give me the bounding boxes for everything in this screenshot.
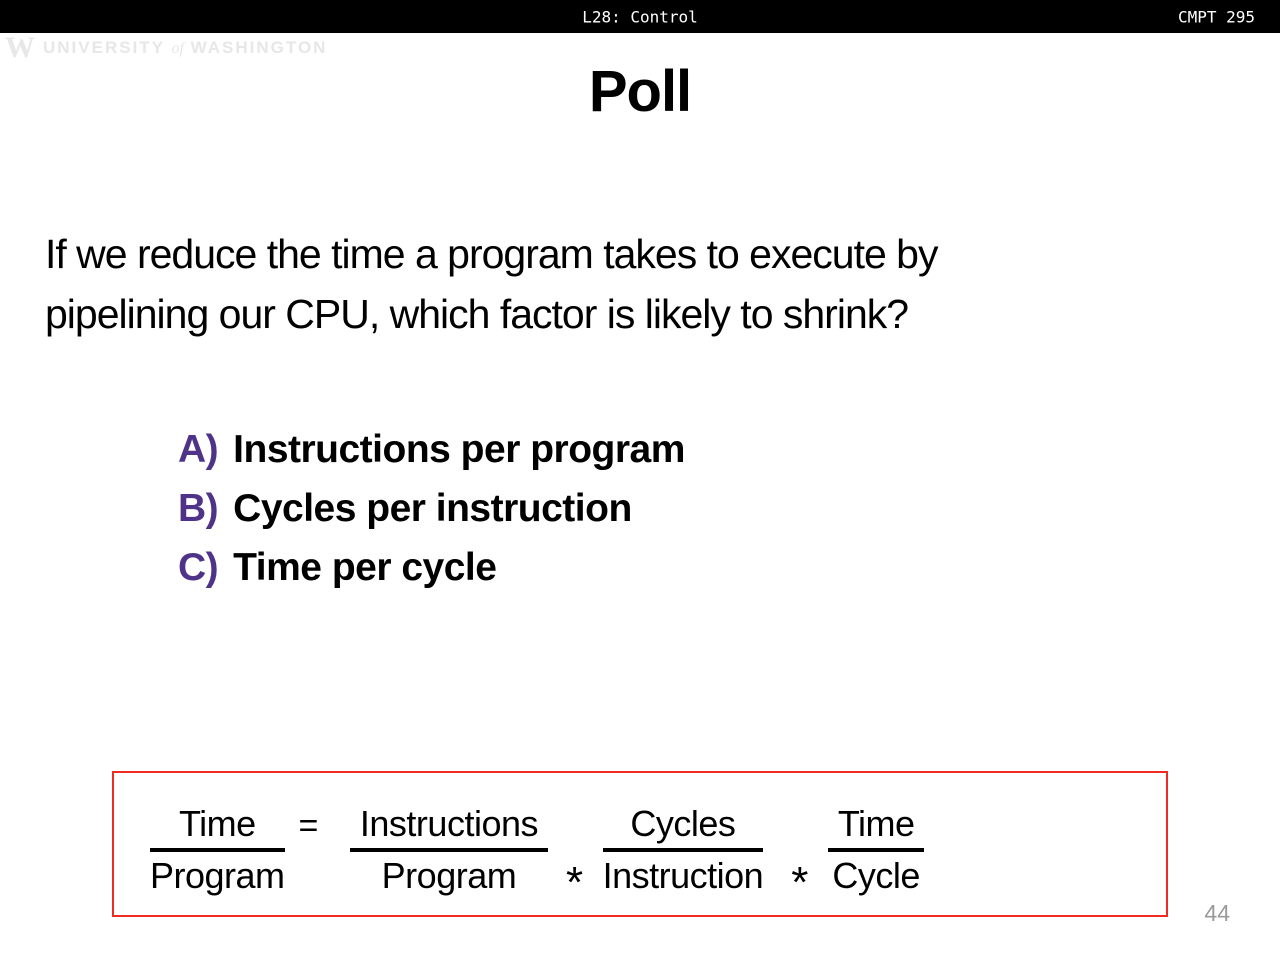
question-text: If we reduce the time a program takes to…: [45, 224, 1165, 344]
uw-logo-icon: W: [5, 31, 35, 64]
watermark-university: UNIVERSITY: [43, 38, 165, 57]
denominator: Program: [381, 855, 517, 896]
option-b-letter: B): [178, 487, 219, 530]
option-b-text: Cycles per instruction: [233, 487, 632, 530]
option-c: C) Time per cycle: [178, 538, 685, 597]
lecture-title: L28: Control: [582, 7, 698, 26]
fraction-instructions-per-program: Instructions Program: [349, 801, 548, 898]
option-c-letter: C): [178, 546, 219, 589]
option-a-letter: A): [178, 428, 219, 471]
page-number: 44: [1204, 900, 1230, 926]
slide-header-bar: L28: Control CMPT 295: [0, 0, 1280, 33]
watermark-of: of: [171, 40, 184, 57]
uw-watermark: W UNIVERSITY of WASHINGTON: [5, 31, 327, 64]
course-code: CMPT 295: [1177, 7, 1255, 26]
option-c-text: Time per cycle: [233, 546, 497, 589]
option-b: B) Cycles per instruction: [178, 479, 685, 538]
option-a: A) Instructions per program: [178, 420, 685, 479]
equals-sign: =: [298, 806, 319, 845]
option-a-text: Instructions per program: [233, 428, 685, 471]
multiply-sign: *: [791, 858, 808, 907]
formula-box: Time Program = Instructions Program * Cy…: [112, 771, 1168, 917]
denominator: Program: [150, 855, 285, 896]
watermark-washington: WASHINGTON: [190, 38, 328, 57]
numerator: Time: [827, 801, 925, 852]
question-line-1: If we reduce the time a program takes to…: [45, 231, 938, 277]
multiply-sign: *: [565, 858, 583, 907]
uw-watermark-text: UNIVERSITY of WASHINGTON: [43, 38, 327, 58]
fraction-time-per-cycle: Time Cycle: [827, 801, 925, 898]
page-title: Poll: [588, 59, 692, 124]
numerator: Instructions: [349, 801, 548, 852]
options-list: A) Instructions per program B) Cycles per …: [178, 420, 685, 597]
numerator: Cycles: [602, 801, 764, 852]
denominator: Instruction: [602, 855, 764, 896]
denominator: Cycle: [832, 855, 920, 896]
fraction-cycles-per-instruction: Cycles Instruction: [602, 801, 764, 898]
numerator: Time: [150, 801, 285, 852]
question-line-2: pipelining our CPU, which factor is like…: [45, 291, 909, 337]
fraction-time-per-program: Time Program: [150, 801, 285, 898]
